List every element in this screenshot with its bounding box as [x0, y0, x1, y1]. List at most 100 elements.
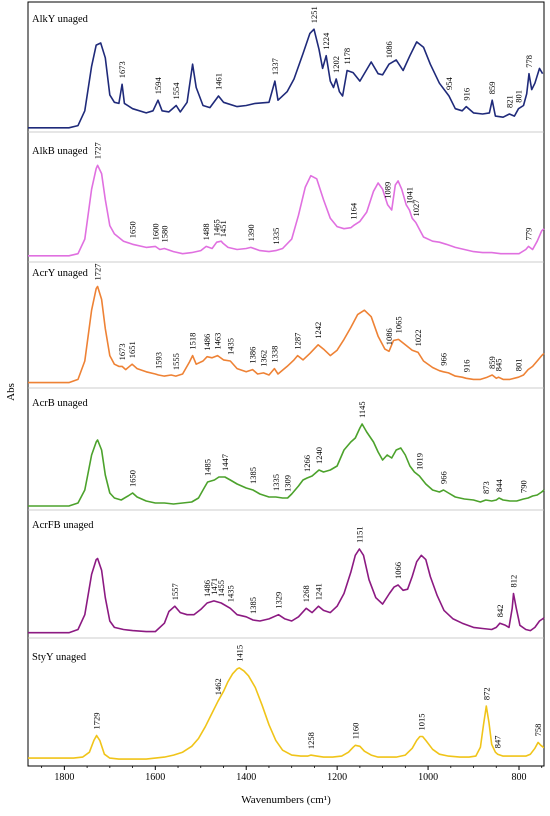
- peak-label: 1151: [354, 526, 364, 543]
- peak-label: 1089: [383, 182, 393, 199]
- peak-label: 1415: [234, 645, 244, 662]
- peak-label: 1309: [283, 475, 293, 492]
- panel-title: AcrB unaged: [32, 398, 88, 409]
- peak-label: 966: [439, 471, 449, 484]
- peak-label: 1338: [269, 346, 279, 363]
- peak-label: 1251: [309, 6, 319, 23]
- peak-label: 1447: [220, 454, 230, 471]
- peak-label: 1287: [293, 333, 303, 350]
- peak-label: 1488: [201, 223, 211, 240]
- peak-label: 1337: [270, 58, 280, 75]
- peak-label: 1554: [171, 82, 181, 100]
- spectrum-line: [28, 548, 545, 634]
- peak-label: 1673: [117, 61, 127, 78]
- peak-label: 1086: [384, 41, 394, 58]
- peak-label: 1066: [393, 562, 403, 579]
- peak-label: 1485: [203, 459, 213, 476]
- peak-label: 966: [439, 353, 449, 366]
- panel-title: AcrFB unaged: [32, 520, 94, 531]
- x-tick-label: 1600: [145, 772, 165, 783]
- peak-label: 1145: [357, 401, 367, 418]
- peak-label: 1593: [154, 352, 164, 369]
- peak-label: 1329: [274, 592, 284, 609]
- peak-label: 1022: [413, 329, 423, 346]
- spectrum-panel: StyY unaged 1729 1462 1415 1258 1160 1015 872 84…: [28, 645, 545, 760]
- peak-label: 801: [514, 90, 524, 103]
- peak-label: 1518: [188, 333, 198, 350]
- peak-label: 1435: [225, 338, 235, 355]
- peak-label: 1463: [213, 333, 223, 350]
- peak-label: 1727: [93, 264, 103, 281]
- panel-title: AlkB unaged: [32, 146, 88, 157]
- peak-label: 916: [461, 360, 471, 373]
- peak-label: 1242: [313, 322, 323, 339]
- peak-label: 1600: [150, 223, 160, 240]
- x-axis-label: Wavenumbers (cm¹): [241, 794, 331, 806]
- peak-label: 842: [495, 604, 505, 617]
- peak-label: 859: [487, 81, 497, 94]
- peak-label: 844: [494, 479, 504, 493]
- x-tick-label: 1000: [418, 772, 438, 783]
- x-tick-label: 1400: [236, 772, 256, 783]
- peak-label: 1268: [301, 585, 311, 602]
- peak-label: 1240: [314, 447, 324, 464]
- peak-label: 1555: [171, 353, 181, 370]
- spectrum-line: [28, 285, 545, 384]
- peak-label: 1465: [212, 219, 222, 236]
- peak-label: 872: [481, 687, 491, 700]
- peak-label: 801: [514, 358, 524, 371]
- peak-label: 1266: [302, 455, 312, 472]
- peak-label: 1065: [394, 316, 404, 333]
- peak-label: 1455: [216, 580, 226, 597]
- peak-label: 1385: [248, 467, 258, 484]
- peak-label: 812: [509, 575, 519, 588]
- panel-title: AcrY unaged: [32, 268, 89, 279]
- peak-label: 758: [533, 724, 543, 737]
- peak-label: 821: [504, 95, 514, 108]
- peak-label: 1651: [127, 341, 137, 358]
- x-axis: 1800 1600 1400 1200 1000 800: [41, 766, 543, 783]
- peak-label: 1650: [128, 470, 138, 487]
- peak-label: 1386: [248, 347, 258, 364]
- peak-label: 1727: [93, 142, 103, 159]
- peak-label: 1086: [384, 328, 394, 345]
- spectrum-line: [28, 28, 544, 129]
- peak-label: 954: [444, 77, 454, 91]
- peak-label: 1362: [259, 350, 269, 367]
- peak-label: 916: [461, 88, 471, 101]
- peak-label: 1435: [225, 585, 235, 602]
- peak-label: 1202: [331, 56, 341, 73]
- peak-label: 859: [487, 356, 497, 369]
- x-tick-label: 1200: [327, 772, 347, 783]
- peak-label: 847: [493, 735, 503, 748]
- peak-label: 1486: [202, 334, 212, 351]
- peak-label: 1385: [248, 597, 258, 614]
- peak-label: 1160: [350, 723, 360, 740]
- peak-label: 790: [519, 480, 529, 493]
- peak-label: 1451: [218, 220, 228, 237]
- x-tick-label: 800: [511, 772, 526, 783]
- peak-label: 1650: [128, 221, 138, 238]
- peak-label: 1673: [117, 343, 127, 360]
- spectrum-line: [28, 423, 545, 507]
- spectrum-line: [28, 667, 545, 760]
- peak-label: 1335: [271, 228, 281, 245]
- peak-label: 1580: [159, 226, 169, 243]
- peak-label: 779: [524, 228, 534, 241]
- peak-label: 1594: [153, 76, 163, 94]
- peak-label: 1461: [214, 73, 224, 90]
- peak-label: 1471: [209, 578, 219, 595]
- y-axis-label: Abs: [5, 383, 17, 401]
- peak-label: 1486: [202, 580, 212, 597]
- peak-label: 1258: [306, 732, 316, 749]
- x-tick-label: 1800: [54, 772, 74, 783]
- peak-label: 778: [524, 55, 534, 68]
- peak-label: 1557: [170, 583, 180, 600]
- peak-label: 1241: [314, 583, 324, 600]
